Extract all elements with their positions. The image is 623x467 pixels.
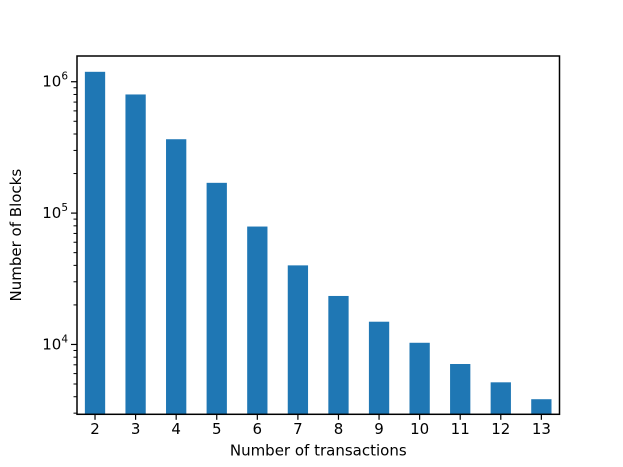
y-axis-label: Number of Blocks bbox=[7, 169, 25, 302]
plot-area: 2 3 4 5 6 7 8 9 10 11 12 13 104 105 106 bbox=[42, 55, 561, 438]
y-tick-label: 106 bbox=[42, 71, 68, 91]
x-tick-label: 6 bbox=[253, 420, 263, 438]
x-tick-label: 10 bbox=[410, 420, 429, 438]
bar-x4 bbox=[166, 139, 187, 415]
y-tick-label: 105 bbox=[42, 202, 68, 222]
x-tick-label: 5 bbox=[212, 420, 222, 438]
x-tick-label: 4 bbox=[171, 420, 181, 438]
bar-x10 bbox=[409, 342, 430, 415]
x-tick-label: 12 bbox=[491, 420, 510, 438]
x-tick-label: 13 bbox=[532, 420, 551, 438]
x-tick-label: 3 bbox=[131, 420, 141, 438]
bar-x9 bbox=[368, 321, 390, 415]
x-tick-label: 11 bbox=[451, 420, 470, 438]
x-tick-label: 9 bbox=[374, 420, 384, 438]
bar-x6 bbox=[247, 226, 268, 415]
bar-x7 bbox=[287, 265, 309, 415]
bar-x11 bbox=[450, 363, 471, 415]
bar-x2 bbox=[84, 71, 106, 415]
bar-x12 bbox=[490, 382, 511, 415]
bar-x5 bbox=[206, 182, 227, 415]
plot-border bbox=[76, 55, 561, 416]
bar-x8 bbox=[328, 295, 349, 415]
x-tick-label: 2 bbox=[90, 420, 100, 438]
bar-x3 bbox=[125, 94, 146, 415]
y-tick-label: 104 bbox=[42, 333, 68, 353]
x-tick-label: 8 bbox=[334, 420, 344, 438]
bar-x13 bbox=[531, 399, 552, 415]
x-tick-label: 7 bbox=[293, 420, 303, 438]
x-axis-label: Number of transactions bbox=[230, 442, 407, 460]
